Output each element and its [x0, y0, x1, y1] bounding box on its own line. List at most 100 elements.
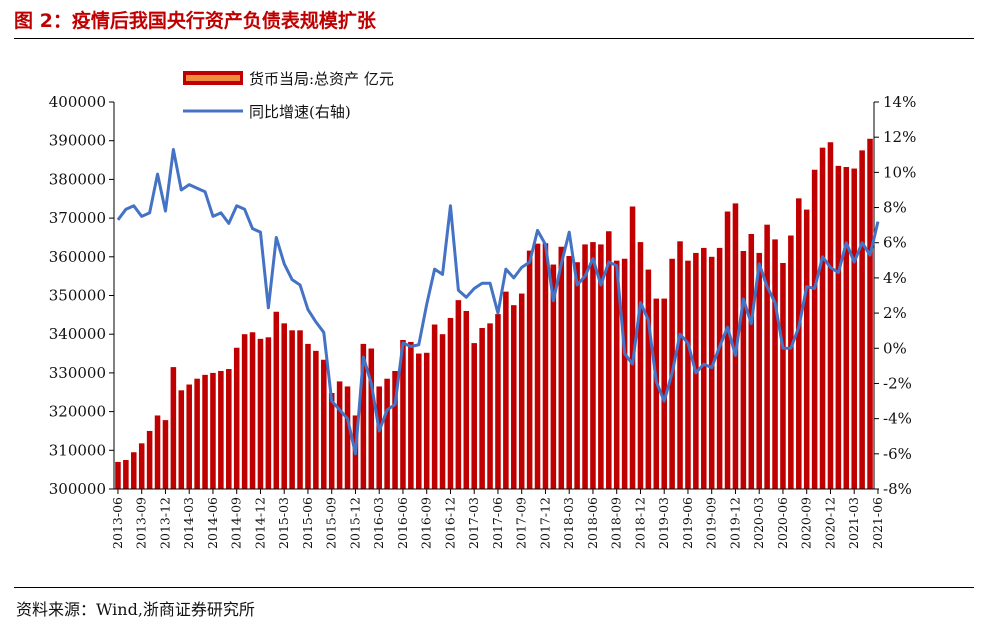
left-tick-label: 330000: [49, 364, 106, 382]
x-tick-label: 2019-03: [656, 497, 671, 549]
left-tick-label: 310000: [49, 441, 106, 459]
right-tick-label: -4%: [883, 410, 912, 428]
title-divider: [14, 38, 974, 39]
page-title: 图 2：疫情后我国央行资产负债表规模扩张: [14, 10, 376, 32]
bar: [645, 269, 652, 489]
x-tick-label: 2019-09: [704, 497, 719, 549]
right-tick-label: 0%: [883, 339, 907, 357]
bar: [463, 310, 470, 489]
x-tick-label: 2016-03: [371, 497, 386, 549]
legend-label-line: 同比增速(右轴): [249, 103, 351, 121]
bar: [796, 198, 802, 490]
bar: [115, 461, 121, 489]
bar: [629, 206, 636, 490]
x-tick-label: 2013-06: [110, 497, 125, 549]
bar: [503, 291, 509, 489]
bar: [146, 430, 153, 489]
bar: [131, 452, 137, 489]
bar: [542, 243, 549, 489]
left-tick-label: 370000: [49, 209, 106, 227]
bar: [186, 384, 192, 489]
bar: [716, 247, 723, 489]
x-tick-label: 2014-09: [229, 497, 244, 549]
bar: [606, 231, 612, 489]
bar: [336, 381, 343, 489]
bar: [408, 341, 414, 489]
x-tick-label: 2016-09: [419, 497, 434, 549]
bar: [701, 247, 707, 489]
bar: [851, 168, 857, 489]
bar: [123, 459, 129, 489]
bar: [233, 347, 240, 489]
bar: [305, 343, 311, 490]
x-tick-label: 2015-12: [347, 497, 362, 549]
right-tick-label: 12%: [883, 128, 916, 146]
x-tick-label: 2020-09: [799, 497, 814, 549]
x-tick-label: 2015-09: [324, 497, 339, 549]
bar: [811, 169, 818, 490]
bar: [257, 338, 264, 489]
x-tick-label: 2021-03: [846, 497, 861, 549]
bar: [162, 420, 169, 489]
right-tick-label: 2%: [883, 304, 907, 322]
bar: [400, 340, 406, 489]
bar: [281, 323, 287, 489]
bar: [859, 150, 865, 490]
bar: [447, 317, 454, 489]
x-tick-label: 2016-06: [395, 497, 410, 549]
bar: [661, 298, 667, 489]
bar: [677, 241, 683, 489]
x-tick-label: 2018-06: [585, 497, 600, 549]
x-tick-label: 2015-06: [300, 497, 315, 549]
bar: [479, 328, 485, 489]
x-tick-label: 2019-12: [727, 497, 742, 549]
bar: [843, 167, 850, 489]
right-tick-label: 4%: [883, 269, 907, 287]
bar: [772, 239, 778, 489]
right-tick-label: -6%: [883, 445, 912, 463]
bar: [297, 330, 303, 489]
bar: [550, 264, 557, 489]
bar: [344, 386, 351, 489]
x-tick-label: 2018-09: [609, 497, 624, 549]
bar: [621, 258, 628, 489]
bar: [819, 147, 826, 490]
bar: [416, 353, 422, 489]
bar: [867, 138, 873, 489]
x-tick-label: 2017-12: [537, 497, 552, 549]
x-tick-label: 2016-12: [442, 497, 457, 549]
x-tick-label: 2014-12: [252, 497, 267, 549]
x-tick-label: 2015-03: [276, 497, 291, 549]
bar: [194, 378, 200, 489]
x-tick-label: 2017-09: [514, 497, 529, 549]
bar: [321, 359, 327, 489]
bar: [249, 332, 256, 489]
bar: [423, 352, 430, 489]
bar: [455, 300, 462, 489]
x-tick-label: 2020-12: [822, 497, 837, 549]
bar: [384, 378, 390, 489]
bar: [598, 244, 604, 489]
footer-divider: [14, 587, 974, 588]
bar: [265, 337, 272, 489]
bar: [590, 242, 596, 489]
right-tick-label: -2%: [883, 374, 912, 392]
bar: [241, 334, 248, 489]
bar: [511, 305, 517, 489]
bar: [487, 323, 493, 489]
right-tick-label: -8%: [883, 480, 912, 498]
legend-label-bar: 货币当局:总资产 亿元: [249, 70, 394, 88]
bar: [724, 211, 731, 489]
bar: [764, 224, 770, 489]
growth-line: [116, 148, 880, 456]
bar: [471, 343, 477, 489]
bar: [748, 233, 755, 489]
bar: [637, 242, 644, 489]
bar: [392, 370, 398, 489]
bar: [210, 372, 216, 489]
left-tick-label: 350000: [49, 287, 106, 305]
bar: [582, 244, 588, 489]
x-tick-label: 2013-09: [134, 497, 149, 549]
x-tick-label: 2014-06: [205, 497, 220, 549]
